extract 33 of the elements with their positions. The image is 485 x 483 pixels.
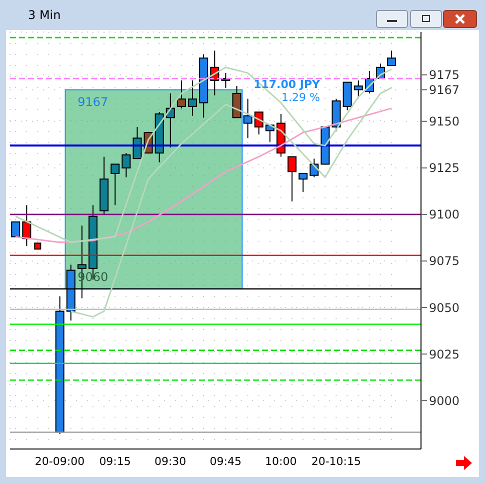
annotation: 1.29 % — [280, 91, 320, 104]
y-tick-label: 9050 — [429, 300, 460, 315]
candlestick — [387, 50, 396, 66]
y-tick-label: 9175 — [429, 68, 460, 82]
x-tick-label: 20-09:00 — [34, 454, 85, 468]
candlestick — [122, 152, 131, 178]
x-tick-label: 20-10:15 — [311, 454, 362, 468]
y-tick-label: 9150 — [429, 114, 460, 129]
y-tick-label: 9100 — [429, 208, 460, 222]
x-tick-label: 10:00 — [265, 454, 297, 468]
candlestick — [243, 98, 252, 139]
y-tick-label: 9025 — [429, 347, 460, 362]
candlestick — [354, 80, 363, 98]
x-tick-label: 09:15 — [99, 454, 131, 468]
y-tick-label: 9167 — [429, 82, 460, 97]
y-tick-label: 9125 — [429, 161, 460, 176]
candlestick — [11, 221, 20, 238]
candlestick — [298, 172, 308, 193]
candlestick — [132, 126, 142, 160]
chart-title: 3 Min — [28, 8, 61, 22]
annotation: 117.00 JPY — [252, 78, 320, 91]
line-series — [14, 66, 392, 244]
y-tick-label: 9000 — [429, 394, 460, 408]
line-series — [14, 108, 392, 244]
candlestick — [110, 164, 120, 206]
candlestick — [176, 80, 186, 109]
y-tick-label: 9075 — [429, 254, 460, 268]
x-tick-label: 09:30 — [154, 454, 186, 468]
annotation: 9167 — [78, 95, 108, 110]
candlestick — [254, 112, 264, 135]
x-tick-label: 09:45 — [210, 454, 242, 468]
candlestick — [188, 80, 198, 116]
candlestick — [288, 156, 297, 202]
